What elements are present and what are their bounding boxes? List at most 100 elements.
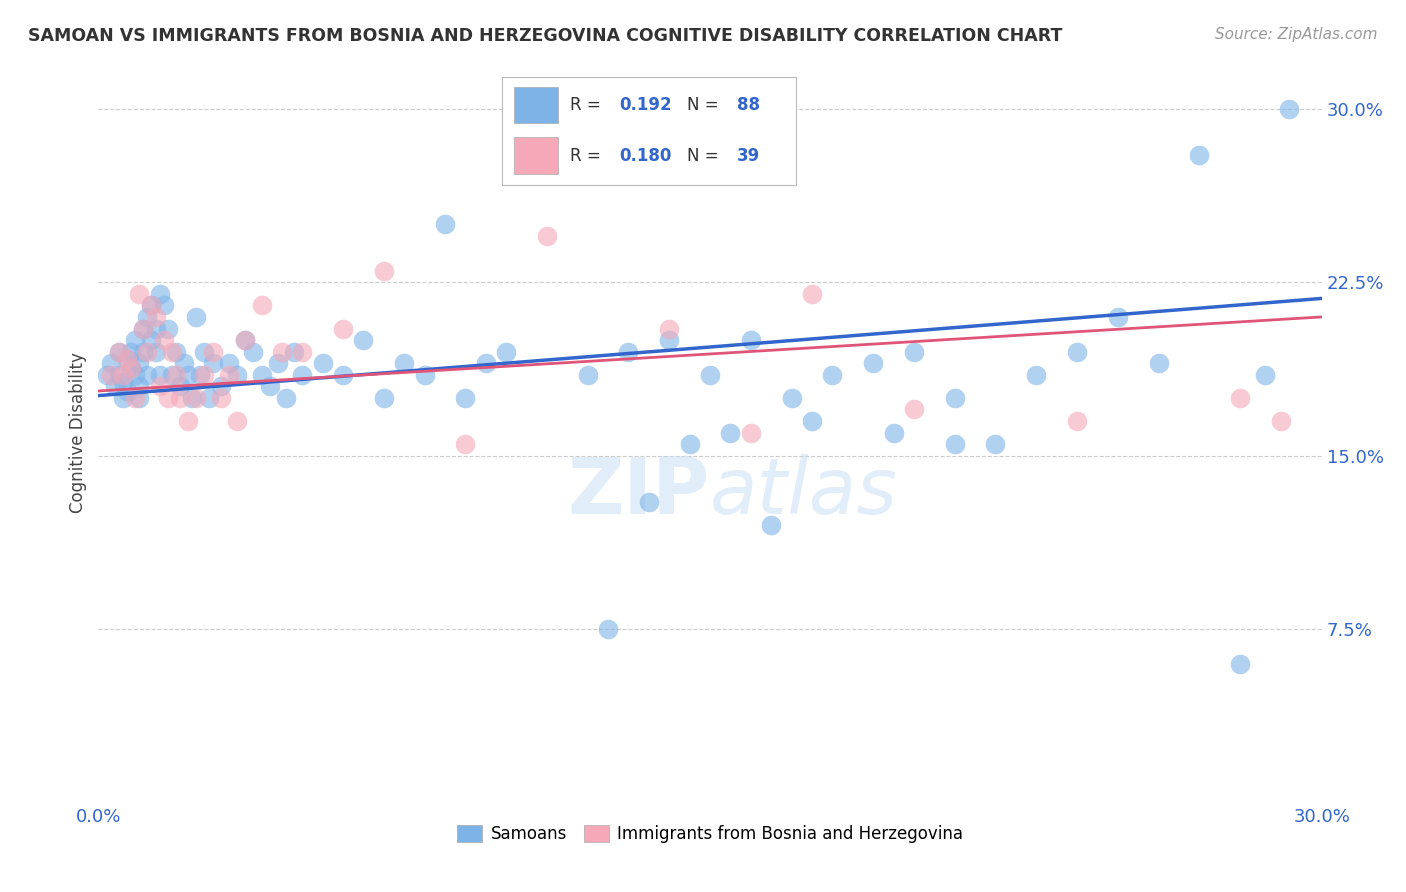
Point [156,391,179,405]
Point [495,344,517,359]
Point [136,368,159,382]
Point [132,344,155,359]
Point [267,356,290,370]
Point [165,344,187,359]
Point [120,360,142,375]
Point [149,379,172,393]
Point [115,351,138,366]
Point [1066,344,1088,359]
Point [111,391,134,405]
Point [1229,391,1251,405]
Point [124,368,146,382]
Point [740,333,762,347]
Point [111,375,134,389]
Point [141,298,163,312]
Point [226,368,249,382]
Point [637,495,661,509]
Point [145,310,167,324]
Point [201,356,224,370]
Point [1253,368,1275,382]
Point [169,391,191,405]
Point [156,321,179,335]
Point [283,344,305,359]
Point [120,344,142,359]
Y-axis label: Cognitive Disability: Cognitive Disability [69,352,87,513]
Point [1066,414,1088,428]
Legend: Samoans, Immigrants from Bosnia and Herzegovina: Samoans, Immigrants from Bosnia and Herz… [450,819,970,850]
Point [373,263,395,277]
Point [1270,414,1292,428]
Point [454,391,477,405]
Point [1147,356,1170,370]
Point [165,368,187,382]
Point [226,414,249,428]
Point [332,321,354,335]
Point [115,384,138,398]
Point [352,333,374,347]
Point [111,368,134,382]
Point [291,344,314,359]
Point [141,333,163,347]
Point [218,368,240,382]
Point [801,414,824,428]
Point [201,344,224,359]
Text: atlas: atlas [710,454,898,530]
Point [1278,102,1301,116]
Point [186,310,208,324]
Point [209,391,232,405]
Point [177,414,200,428]
Point [193,344,215,359]
Point [141,298,163,312]
Point [186,391,208,405]
Point [536,229,558,244]
Point [100,368,122,382]
Point [169,379,191,393]
Point [1025,368,1047,382]
Point [233,333,256,347]
Point [761,518,783,533]
Point [780,391,803,405]
Point [250,298,273,312]
Point [658,333,681,347]
Point [413,368,436,382]
Point [193,368,215,382]
Point [576,368,599,382]
Point [474,356,498,370]
Point [197,391,219,405]
Point [883,425,905,440]
Point [943,391,966,405]
Point [291,368,314,382]
Point [862,356,884,370]
Point [128,391,150,405]
Point [124,391,146,405]
Point [821,368,844,382]
Text: Source: ZipAtlas.com: Source: ZipAtlas.com [1215,27,1378,42]
Point [259,379,281,393]
Point [903,402,925,417]
Point [96,368,118,382]
Point [312,356,335,370]
Point [209,379,232,393]
Point [152,298,174,312]
Point [100,356,122,370]
Point [679,437,702,451]
Point [145,344,167,359]
Point [181,391,204,405]
Point [160,344,183,359]
Point [115,351,138,366]
Point [152,333,174,347]
Point [108,368,131,382]
Point [740,425,762,440]
Point [104,379,127,393]
Point [658,321,681,335]
Point [188,368,212,382]
Point [699,368,721,382]
Point [598,622,620,636]
Point [274,391,297,405]
Point [943,437,966,451]
Point [124,333,146,347]
Point [903,344,925,359]
Point [434,218,457,232]
Point [233,333,256,347]
Point [120,360,142,375]
